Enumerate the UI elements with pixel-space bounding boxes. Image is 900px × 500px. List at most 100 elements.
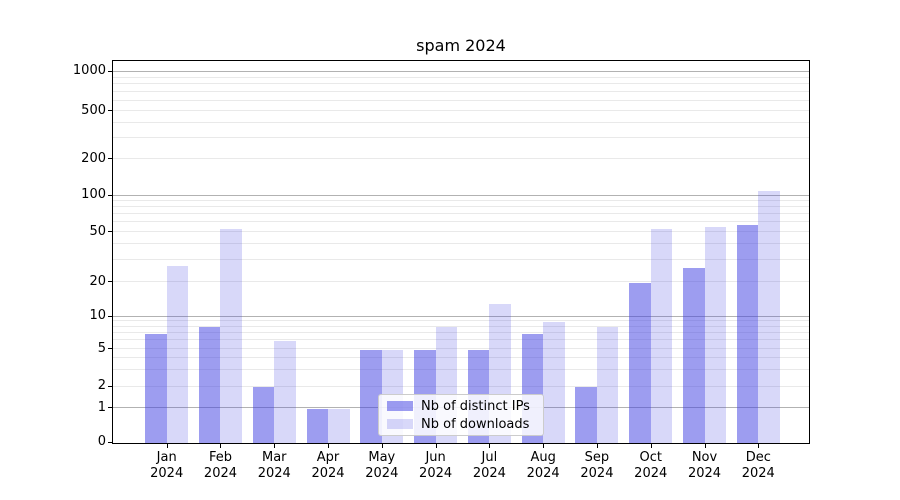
minor-gridline: [113, 357, 809, 359]
minor-gridline: [113, 200, 809, 202]
legend-swatch: [387, 401, 413, 411]
legend-label: Nb of distinct IPs: [421, 398, 530, 414]
minor-gridline: [113, 320, 809, 322]
x-tick-year: 2024: [203, 466, 238, 481]
x-tick-label: Feb 2024: [188, 450, 252, 482]
y-tick-mark: [108, 281, 112, 282]
x-tick-label: Aug 2024: [511, 450, 575, 482]
y-tick-mark: [108, 110, 112, 111]
y-tick-label: 0: [97, 434, 106, 449]
minor-gridline: [113, 332, 809, 334]
y-tick-mark: [108, 315, 112, 317]
bar-downloads: [166, 266, 189, 443]
minor-gridline: [113, 221, 809, 223]
y-tick-label: 1000: [72, 63, 106, 78]
legend-swatch: [387, 419, 413, 429]
x-tick-mark: [328, 444, 330, 448]
y-tick-label: 5: [97, 340, 106, 356]
minor-gridline: [113, 258, 809, 260]
bar-downloads: [704, 226, 726, 443]
bar-downloads: [758, 190, 780, 443]
gridlines-layer: [113, 61, 809, 443]
y-tick-label: 500: [81, 102, 106, 118]
minor-gridline: [113, 90, 809, 92]
x-tick-year: 2024: [472, 466, 506, 481]
bar-distinct-ips: [252, 387, 275, 443]
x-tick-mark: [704, 444, 706, 448]
bar-downloads: [328, 408, 350, 443]
x-tick-year: 2024: [580, 466, 614, 481]
x-tick-mark: [543, 444, 545, 448]
minor-gridline: [113, 231, 809, 232]
bar-downloads: [220, 229, 242, 443]
y-tick-label: 200: [81, 150, 106, 166]
x-tick-mark: [758, 444, 760, 448]
bars-layer: [113, 61, 809, 443]
bar-distinct-ips: [683, 268, 705, 443]
y-tick-label: 2: [97, 378, 106, 393]
y-tick-label: 50: [89, 223, 106, 239]
bar-distinct-ips: [145, 333, 167, 443]
minor-gridline: [113, 348, 809, 349]
legend-row: Nb of downloads: [387, 417, 533, 432]
y-tick-label: 1: [97, 399, 106, 415]
y-tick-mark: [108, 194, 112, 196]
minor-gridline: [113, 76, 809, 78]
x-tick-label: May 2024: [350, 450, 414, 482]
bar-downloads: [543, 321, 565, 443]
minor-gridline: [113, 206, 809, 208]
minor-gridline: [113, 110, 809, 111]
x-tick-year: 2024: [687, 466, 722, 481]
minor-gridline: [113, 368, 809, 370]
bar-downloads: [650, 229, 673, 443]
x-tick-year: 2024: [526, 466, 560, 481]
y-tick-mark: [108, 385, 112, 387]
x-tick-year: 2024: [257, 466, 291, 481]
x-tick-mark: [596, 444, 598, 448]
x-tick-year: 2024: [150, 466, 184, 481]
bar-distinct-ips: [198, 327, 221, 443]
bar-distinct-ips: [360, 349, 382, 443]
y-tick-mark: [108, 158, 112, 159]
minor-gridline: [113, 385, 809, 387]
x-tick-label: Apr 2024: [296, 450, 360, 482]
legend-row: Nb of distinct IPs: [387, 399, 533, 414]
x-tick-year: 2024: [741, 466, 775, 481]
x-tick-mark: [650, 444, 652, 448]
minor-gridline: [113, 325, 809, 327]
minor-gridline: [113, 83, 809, 85]
x-tick-label: Jan 2024: [135, 450, 199, 482]
x-tick-label: Jul 2024: [457, 450, 521, 482]
x-tick-label: Mar 2024: [242, 450, 306, 482]
y-tick-label: 100: [81, 187, 106, 202]
x-tick-label: Nov 2024: [673, 450, 737, 482]
y-tick-label: 10: [89, 308, 106, 323]
legend-label: Nb of downloads: [421, 416, 530, 432]
plot-area: Nb of distinct IPs Nb of downloads: [112, 60, 810, 444]
bar-distinct-ips: [629, 282, 651, 443]
x-tick-label: Sep 2024: [565, 450, 629, 482]
minor-gridline: [113, 213, 809, 215]
y-tick-mark: [108, 348, 112, 349]
major-gridline: [113, 194, 809, 196]
x-tick-year: 2024: [419, 466, 453, 481]
x-tick-mark: [220, 444, 222, 448]
minor-gridline: [113, 136, 809, 138]
x-tick-mark: [274, 444, 276, 448]
x-tick-year: 2024: [365, 466, 399, 481]
bar-downloads: [596, 327, 619, 443]
minor-gridline: [113, 121, 809, 123]
bar-distinct-ips: [575, 387, 597, 443]
x-tick-label: Jun 2024: [404, 450, 468, 482]
y-tick-mark: [108, 70, 112, 72]
chart-title: spam 2024: [416, 36, 506, 55]
major-gridline: [113, 315, 809, 317]
minor-gridline: [113, 281, 809, 282]
x-tick-year: 2024: [311, 466, 345, 481]
minor-gridline: [113, 158, 809, 159]
minor-gridline: [113, 339, 809, 341]
y-tick-mark: [108, 407, 112, 408]
legend: Nb of distinct IPs Nb of downloads: [378, 394, 544, 436]
minor-gridline: [113, 243, 809, 245]
x-tick-mark: [381, 444, 383, 448]
